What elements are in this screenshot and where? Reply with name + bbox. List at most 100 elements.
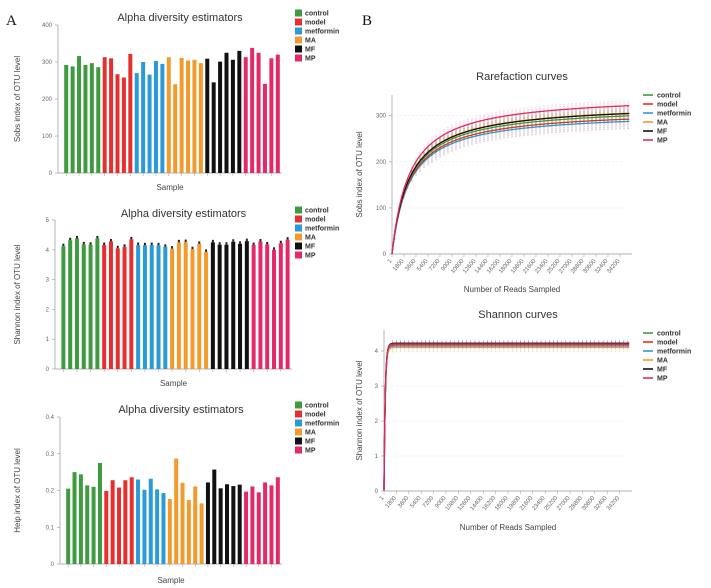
legend-label-model: model: [657, 102, 678, 109]
bar-model: [108, 241, 113, 369]
legend-swatch-MP: [295, 54, 302, 62]
bar-MP: [262, 83, 267, 173]
bar-model: [104, 490, 109, 564]
x-axis-label: Number of Reads Sampled: [464, 285, 561, 294]
error-bar: [164, 244, 167, 247]
error-bar: [279, 240, 282, 244]
bar-MF: [244, 241, 249, 369]
bar-model: [121, 77, 126, 173]
bar-MA: [176, 242, 181, 369]
bar-metformin: [141, 62, 146, 173]
bar-control: [85, 485, 90, 564]
error-bar: [205, 249, 208, 252]
legend-label-MA: MA: [657, 358, 668, 365]
bar-control: [91, 486, 96, 564]
error-bar: [198, 241, 201, 244]
legend-label-control: control: [657, 331, 681, 338]
bar-MF: [231, 241, 236, 369]
curve-MP: [391, 105, 630, 254]
bar-model: [123, 480, 128, 564]
bar-MP: [269, 485, 274, 564]
error-bar: [137, 242, 140, 246]
legend-swatch-MP: [295, 446, 302, 454]
y-tick-label: 200: [376, 160, 387, 166]
x-tick-label: 1: [387, 258, 394, 265]
error-bar: [109, 238, 112, 242]
chart-heip-bar: Alpha diversity estimators Sample Heip ind…: [13, 401, 339, 585]
panel-label-b: B: [362, 13, 372, 29]
curve-MA: [383, 346, 630, 491]
y-tick-label: 0: [383, 252, 387, 258]
chart-title: Alpha diversity estimators: [121, 208, 247, 220]
legend-swatch-MA: [295, 36, 302, 44]
error-bar: [259, 238, 262, 242]
legend-swatch-MF: [295, 242, 302, 250]
bar-MP: [256, 492, 261, 564]
bar-control: [68, 240, 73, 369]
legend-label-MP: MP: [657, 138, 668, 145]
y-axis-label: Shannon index of OTU level: [13, 244, 22, 344]
legend-swatch-metformin: [295, 419, 302, 427]
y-axis-label: Heip index of OTU level: [13, 448, 22, 533]
x-tick-label: 5400: [416, 258, 430, 273]
legend-label-MP: MP: [305, 56, 316, 63]
x-axis-label: Sample: [160, 379, 188, 388]
error-bar: [239, 241, 242, 244]
bar-MP: [269, 58, 274, 173]
y-tick-label: 3: [375, 384, 379, 390]
legend-swatch-model: [295, 18, 302, 26]
error-bar: [96, 235, 99, 239]
bar-metformin: [148, 478, 153, 564]
x-tick-label: 5400: [410, 495, 424, 510]
bar-MA: [183, 242, 188, 369]
bar-MA: [186, 60, 191, 173]
legend-swatch-control: [295, 206, 302, 214]
y-tick-label: 0: [46, 367, 50, 373]
bar-MF: [224, 52, 229, 173]
bar-model: [122, 246, 127, 369]
bar-MP: [265, 244, 270, 369]
bar-control: [77, 56, 82, 173]
bar-control: [78, 474, 83, 564]
bar-control: [95, 238, 100, 369]
bar-MA: [173, 84, 178, 173]
bar-MP: [275, 54, 280, 173]
y-tick-label: 4: [375, 349, 379, 355]
bar-metformin: [153, 60, 158, 173]
bar-MF: [205, 482, 210, 564]
y-axis-label: Sobs index of OTU level: [13, 56, 22, 142]
legend-label-control: control: [305, 208, 329, 215]
chart-shannon-curves: Shannon curves Number of Reads Sampled Sha…: [355, 309, 691, 532]
bar-model: [129, 239, 134, 369]
y-tick-label: 200: [42, 97, 53, 103]
y-tick-label: 0.3: [46, 452, 55, 458]
bar-metformin: [149, 245, 154, 369]
y-tick-label: 0: [49, 171, 53, 177]
bar-MF: [205, 58, 210, 173]
bar-MP: [251, 245, 256, 369]
bar-model: [129, 477, 134, 564]
error-bar: [184, 239, 187, 243]
bar-MA: [174, 458, 179, 564]
bar-model: [102, 245, 107, 369]
legend-label-MA: MA: [657, 120, 668, 127]
legend-swatch-MF: [295, 437, 302, 445]
y-tick-label: 1: [375, 454, 379, 460]
y-tick-label: 5: [46, 218, 50, 224]
error-bar: [171, 246, 174, 249]
error-bar: [123, 244, 126, 247]
error-bar: [116, 245, 119, 249]
y-tick-label: 2: [46, 307, 50, 313]
bar-metformin: [161, 493, 166, 564]
curve-MF: [383, 342, 630, 491]
y-tick-label: 400: [42, 23, 53, 29]
bar-MP: [244, 491, 249, 564]
y-tick-label: 0.2: [46, 489, 55, 495]
curve-control: [383, 342, 630, 491]
legend-label-model: model: [305, 412, 326, 419]
curve-control: [391, 115, 630, 254]
bar-control: [72, 472, 77, 564]
curve-metformin: [383, 345, 630, 491]
bar-MP: [250, 47, 255, 173]
